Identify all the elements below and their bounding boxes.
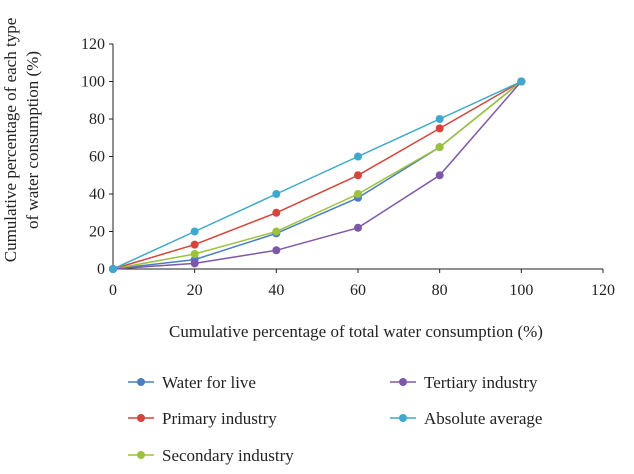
data-point-secondary-industry bbox=[354, 190, 362, 198]
x-tick-label: 60 bbox=[350, 282, 366, 299]
x-tick-label: 80 bbox=[432, 282, 448, 299]
y-tick-label: 0 bbox=[97, 261, 105, 278]
legend-swatch-marker bbox=[137, 414, 145, 422]
labels-layer: Cumulative percentage of each type of wa… bbox=[1, 18, 543, 341]
legend-item-absolute-average: Absolute average bbox=[390, 409, 542, 428]
legend-item-tertiary-industry: Tertiary industry bbox=[390, 373, 538, 392]
data-point-secondary-industry bbox=[190, 250, 199, 258]
data-point-absolute-average bbox=[354, 152, 362, 161]
data-point-absolute-average bbox=[190, 227, 199, 236]
x-tick-label: 0 bbox=[109, 282, 117, 299]
data-point-secondary-industry bbox=[435, 143, 444, 152]
x-tick-label: 120 bbox=[591, 282, 615, 299]
legend-item-primary-industry: Primary industry bbox=[128, 409, 277, 428]
data-point-primary-industry bbox=[272, 208, 281, 217]
data-point-absolute-average bbox=[517, 77, 526, 86]
data-point-tertiary-industry bbox=[435, 171, 444, 180]
data-point-absolute-average bbox=[109, 265, 117, 273]
x-tick-label: 20 bbox=[187, 282, 203, 299]
series-line-absolute-average bbox=[112, 80, 522, 270]
legend-item-secondary-industry: Secondary industry bbox=[128, 446, 294, 465]
legend-label: Absolute average bbox=[424, 409, 542, 428]
y-axis-title-line-1: Cumulative percentage of each type bbox=[1, 18, 20, 263]
x-tick-label: 40 bbox=[268, 282, 284, 299]
data-point-absolute-average bbox=[272, 190, 281, 198]
legend-label: Water for live bbox=[162, 373, 256, 392]
series-line-secondary-industry bbox=[112, 80, 522, 270]
axes-layer: 0 20 40 60 80 100 120 0 20 40 60 80 100 120 bbox=[81, 36, 615, 299]
y-tick-label: 80 bbox=[89, 111, 105, 128]
legend-label: Secondary industry bbox=[162, 446, 294, 465]
data-point-primary-industry bbox=[435, 124, 444, 133]
data-point-absolute-average bbox=[435, 115, 444, 123]
x-tick-label: 100 bbox=[509, 282, 533, 299]
data-point-tertiary-industry bbox=[354, 223, 362, 232]
y-tick-label: 120 bbox=[81, 36, 105, 53]
x-axis-title: Cumulative percentage of total water con… bbox=[169, 322, 543, 341]
series-layer bbox=[109, 77, 526, 273]
legend-swatch-marker bbox=[399, 414, 407, 422]
legend: Water for live Primary industry Secondary … bbox=[128, 373, 542, 465]
y-tick-label: 60 bbox=[89, 149, 105, 166]
data-point-primary-industry bbox=[354, 171, 362, 180]
series-line-primary-industry bbox=[112, 80, 522, 270]
data-point-tertiary-industry bbox=[272, 246, 281, 255]
series-line-tertiary-industry bbox=[112, 81, 522, 270]
legend-swatch-marker bbox=[399, 378, 407, 386]
legend-swatch-marker bbox=[137, 378, 145, 386]
legend-label: Primary industry bbox=[162, 409, 277, 428]
data-point-primary-industry bbox=[190, 240, 199, 249]
data-point-tertiary-industry bbox=[190, 259, 199, 268]
y-axis-title-line-2: of water consumption (%) bbox=[23, 51, 42, 229]
data-point-secondary-industry bbox=[272, 227, 281, 236]
legend-label: Tertiary industry bbox=[424, 373, 538, 392]
y-tick-label: 20 bbox=[89, 224, 105, 241]
legend-swatch-marker bbox=[137, 451, 145, 459]
y-tick-label: 40 bbox=[89, 186, 105, 203]
legend-item-water-for-live: Water for live bbox=[128, 373, 256, 392]
y-tick-label: 100 bbox=[81, 74, 105, 91]
